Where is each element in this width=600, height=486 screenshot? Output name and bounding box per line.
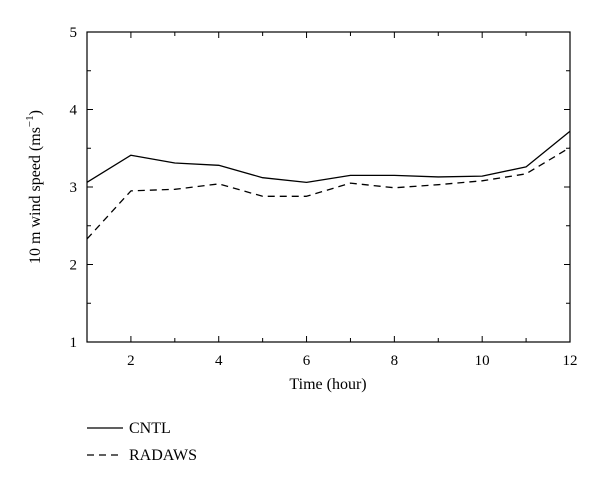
x-tick-label: 6 (303, 353, 311, 369)
legend-label-cntl: CNTL (129, 420, 171, 437)
y-tick-label: 1 (70, 335, 78, 351)
plot-frame (86, 31, 571, 343)
y-axis-title-main: 10 m wind speed (ms (27, 127, 44, 264)
x-tick-label: 4 (215, 353, 223, 369)
y-tick-label: 2 (70, 258, 78, 274)
series-line-cntl (86, 130, 571, 184)
series-lines (86, 130, 571, 240)
legend-label-radaws: RADAWS (129, 447, 197, 464)
x-tick-label: 10 (475, 353, 490, 369)
y-tick-label: 5 (70, 25, 78, 41)
x-tick-label: 2 (127, 353, 135, 369)
y-axis-title-superscript: −1 (24, 115, 36, 127)
x-tick-label: 8 (391, 353, 399, 369)
series-line-radaws (86, 146, 571, 240)
y-axis-title: 10 m wind speed (ms−1) (24, 110, 44, 264)
x-tick-label: 12 (563, 353, 578, 369)
x-axis-title: Time (hour) (289, 376, 366, 393)
y-tick-label: 3 (70, 180, 78, 196)
y-axis-title-close: ) (27, 110, 44, 115)
y-tick-label: 4 (70, 103, 78, 119)
axis-ticks (86, 31, 571, 343)
legend: CNTL RADAWS (87, 420, 197, 464)
